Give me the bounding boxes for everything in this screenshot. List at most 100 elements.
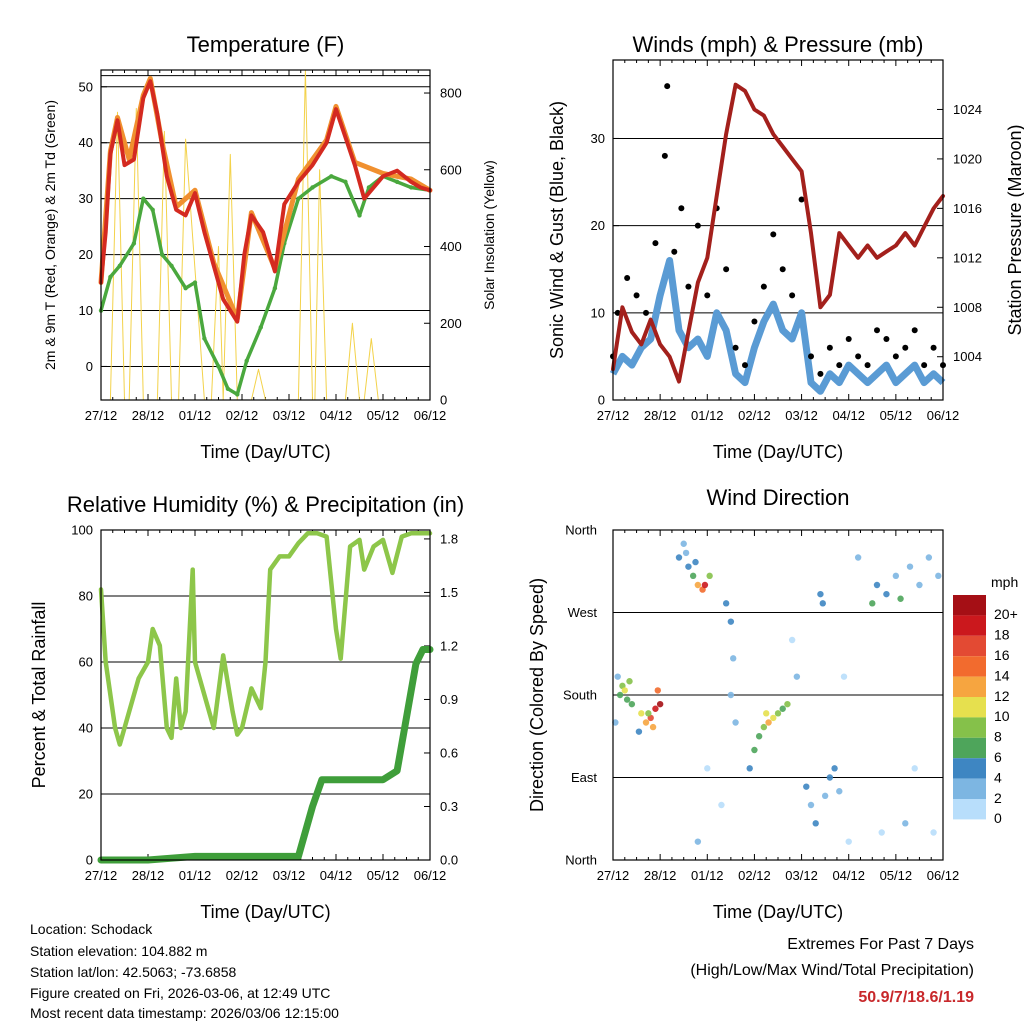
wind-direction-point xyxy=(774,710,782,717)
wind_direction-xtick-label: 02/12 xyxy=(738,868,771,883)
wind-direction-legend-label: 4 xyxy=(994,769,1002,785)
wind-direction-point xyxy=(652,705,659,712)
winds-ytick-label: 20 xyxy=(591,218,605,233)
humidity-plot-frame xyxy=(100,529,431,861)
humidity-ylabel: Percent & Total Rainfall xyxy=(29,602,49,789)
wind-direction-point xyxy=(704,765,711,772)
temperature-y2tick-label: 200 xyxy=(440,316,462,331)
wind-direction-point xyxy=(826,774,834,781)
temperature-xtick-label: 03/12 xyxy=(273,408,306,423)
wind-direction-point xyxy=(706,572,713,580)
winds-xtick-label: 27/12 xyxy=(597,408,630,423)
winds-point-gust xyxy=(643,309,649,316)
temperature-xtick-label: 05/12 xyxy=(367,408,400,423)
winds-xtick-label: 02/12 xyxy=(738,408,771,423)
humidity-xtick-label: 04/12 xyxy=(320,868,353,883)
humidity-y2tick-label: 1.8 xyxy=(440,531,458,546)
wind-direction-point xyxy=(746,765,753,772)
winds-xtick-label: 01/12 xyxy=(691,408,724,423)
wind_direction-xtick-label: 06/12 xyxy=(927,868,960,883)
wind-direction-point xyxy=(906,563,914,570)
wind-direction-point xyxy=(685,563,692,570)
extremes-values: 50.9/7/18.6/1.19 xyxy=(858,989,974,1006)
humidity-xtick-label: 03/12 xyxy=(273,868,306,883)
temperature-y2tick-label: 800 xyxy=(440,86,462,101)
wind-direction-legend-label: 16 xyxy=(994,647,1010,663)
temperature-y2tick-label: 400 xyxy=(440,239,462,254)
wind-direction-point xyxy=(807,801,815,809)
wind-direction-point xyxy=(682,549,690,557)
winds-point-gust xyxy=(845,335,852,342)
humidity-series-total-precipitation xyxy=(97,646,434,864)
winds-point-gust xyxy=(921,362,928,369)
wind-direction-legend-swatch xyxy=(953,799,986,820)
winds-y2tick-label: 1024 xyxy=(953,102,982,117)
wind-direction-point xyxy=(642,719,650,726)
winds-point-gust xyxy=(633,292,640,299)
wind-direction-legend-label: 20+ xyxy=(994,606,1018,622)
wind-direction-ytick-label: East xyxy=(571,770,597,785)
wind-direction-point xyxy=(765,719,772,726)
wind-direction-point xyxy=(623,696,631,703)
temperature-ytick-label: 0 xyxy=(86,359,93,374)
temperature-ytick-label: 40 xyxy=(79,135,93,150)
wind-direction-point xyxy=(793,673,801,680)
wind-direction-point xyxy=(840,673,848,680)
info-created: Figure created on Fri, 2026-03-06, at 12… xyxy=(30,985,331,1001)
wind-direction-point xyxy=(911,765,918,772)
wind_direction-xlabel: Time (Day/UTC) xyxy=(713,902,843,922)
wind-direction-point xyxy=(883,590,890,598)
temperature-series-2m-temperature xyxy=(99,79,432,324)
winds-xtick-label: 04/12 xyxy=(832,408,865,423)
winds-point-gust xyxy=(661,152,668,159)
temperature-xtick-label: 06/12 xyxy=(414,408,447,423)
wind-direction-legend-swatch xyxy=(953,717,986,738)
winds-series-sonic-wind xyxy=(609,257,946,395)
temperature-point-2m-dewpoint xyxy=(329,174,334,179)
wind-direction-point xyxy=(935,572,942,580)
humidity-y2tick-label: 0.0 xyxy=(440,853,458,868)
wind-direction-legend-swatch xyxy=(953,676,986,697)
wind-direction-point xyxy=(784,700,791,708)
wind-direction-point xyxy=(718,801,725,809)
wind-direction-point xyxy=(819,600,826,607)
winds-point-gust xyxy=(817,370,824,377)
wind-direction-legend-label: 14 xyxy=(994,667,1010,683)
wind-direction-point xyxy=(916,581,923,589)
winds-point-gust xyxy=(836,362,843,369)
temperature-y2tick-label: 0 xyxy=(440,393,447,408)
wind-direction-point xyxy=(854,554,862,561)
winds-point-gust xyxy=(751,318,758,325)
winds-point-gust xyxy=(685,283,692,290)
wind_direction-xtick-label: 05/12 xyxy=(880,868,913,883)
wind-direction-legend-swatch xyxy=(953,758,986,779)
humidity-xlabel: Time (Day/UTC) xyxy=(200,902,330,922)
winds-ytick-label: 0 xyxy=(598,393,605,408)
temperature-ytick-label: 20 xyxy=(79,247,93,262)
winds-ytick-label: 30 xyxy=(591,131,605,146)
wind-direction-point xyxy=(701,581,709,589)
wind_direction-xtick-label: 27/12 xyxy=(597,868,630,883)
temperature-y2tick-label: 600 xyxy=(440,162,462,177)
humidity-xtick-label: 06/12 xyxy=(414,868,447,883)
info-latlon: Station lat/lon: 42.5063; -73.6858 xyxy=(30,964,237,980)
wind-direction-point xyxy=(925,554,933,561)
wind-direction-point xyxy=(892,572,900,580)
humidity-ytick-label: 40 xyxy=(79,721,93,736)
wind-direction-point xyxy=(788,636,796,644)
wind-direction-legend-label: 12 xyxy=(994,688,1010,704)
humidity-title: Relative Humidity (%) & Precipitation (i… xyxy=(67,492,464,517)
temperature-plot-frame xyxy=(100,69,431,401)
humidity-y2tick-label: 1.2 xyxy=(440,638,458,653)
humidity-ytick-label: 60 xyxy=(79,655,93,670)
wind-direction-point xyxy=(675,554,683,561)
wind-direction-legend-swatch xyxy=(953,595,986,616)
wind-direction-point xyxy=(817,590,824,598)
info-elevation: Station elevation: 104.882 m xyxy=(30,943,208,959)
wind-direction-point xyxy=(689,572,697,580)
temperature-point-2m-dewpoint xyxy=(159,252,165,257)
wind-direction-point xyxy=(680,540,687,547)
winds-point-gust xyxy=(678,205,685,212)
extremes-title: Extremes For Past 7 Days xyxy=(787,936,974,953)
